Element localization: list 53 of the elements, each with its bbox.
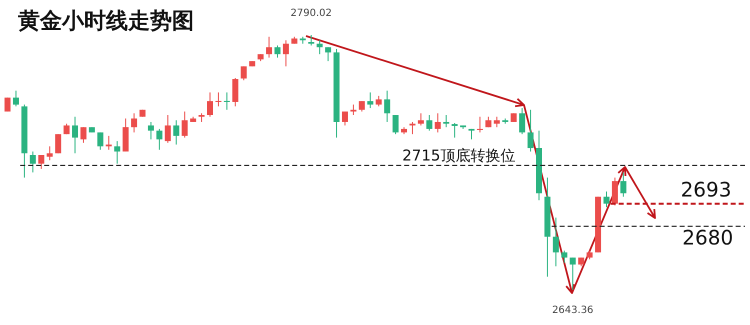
candlestick <box>173 120 180 146</box>
candlestick <box>528 109 534 152</box>
candlestick <box>38 154 44 170</box>
candlestick <box>164 114 171 144</box>
candlestick <box>476 116 483 133</box>
ref-line-label: 2715顶底转换位 <box>402 146 516 164</box>
candlestick <box>358 100 365 112</box>
candlestick <box>561 250 568 264</box>
annotation: 2643.36 <box>552 305 594 316</box>
candlestick <box>274 44 280 58</box>
candlestick <box>434 112 441 133</box>
candlestick <box>55 134 62 154</box>
candlestick <box>342 111 348 126</box>
candlestick <box>97 132 104 150</box>
candlestick <box>452 122 458 138</box>
candlestick <box>72 116 78 154</box>
candlestick <box>376 95 382 107</box>
candlestick <box>131 112 138 133</box>
candlestick <box>266 36 272 58</box>
candlestick <box>367 92 374 109</box>
candlestick <box>215 92 222 107</box>
candlestick <box>156 128 162 150</box>
candlestick <box>392 114 399 135</box>
ref-line-label: 2680 <box>682 225 734 250</box>
candlestick <box>316 40 323 55</box>
annotation: 2790.02 <box>290 8 332 19</box>
chart-title: 黄金小时线走势图 <box>18 8 194 36</box>
candlestick <box>570 257 576 290</box>
candlestick <box>519 108 526 135</box>
candlestick <box>240 66 247 81</box>
candlestick <box>114 140 120 164</box>
candlestick <box>106 135 112 150</box>
candlestick <box>620 172 626 198</box>
ref-line-label: 2693 <box>680 178 732 202</box>
candlestick <box>418 112 424 126</box>
candlestick <box>4 97 11 112</box>
candlestick <box>80 126 86 144</box>
candlestick <box>409 121 416 135</box>
candlestick <box>148 121 154 140</box>
candlestick <box>224 92 230 110</box>
candlestick <box>552 217 559 267</box>
candlestick <box>206 92 213 118</box>
candlestick <box>325 46 332 62</box>
candlestick <box>182 111 188 138</box>
candlestick <box>232 77 238 107</box>
candlestick <box>426 114 432 132</box>
candlestick <box>12 90 19 107</box>
candlestick <box>494 116 500 128</box>
candlestick <box>282 40 289 67</box>
candlestick <box>603 191 610 208</box>
candlestick <box>612 177 618 206</box>
candlestick <box>384 90 390 122</box>
candlestick <box>30 151 36 173</box>
